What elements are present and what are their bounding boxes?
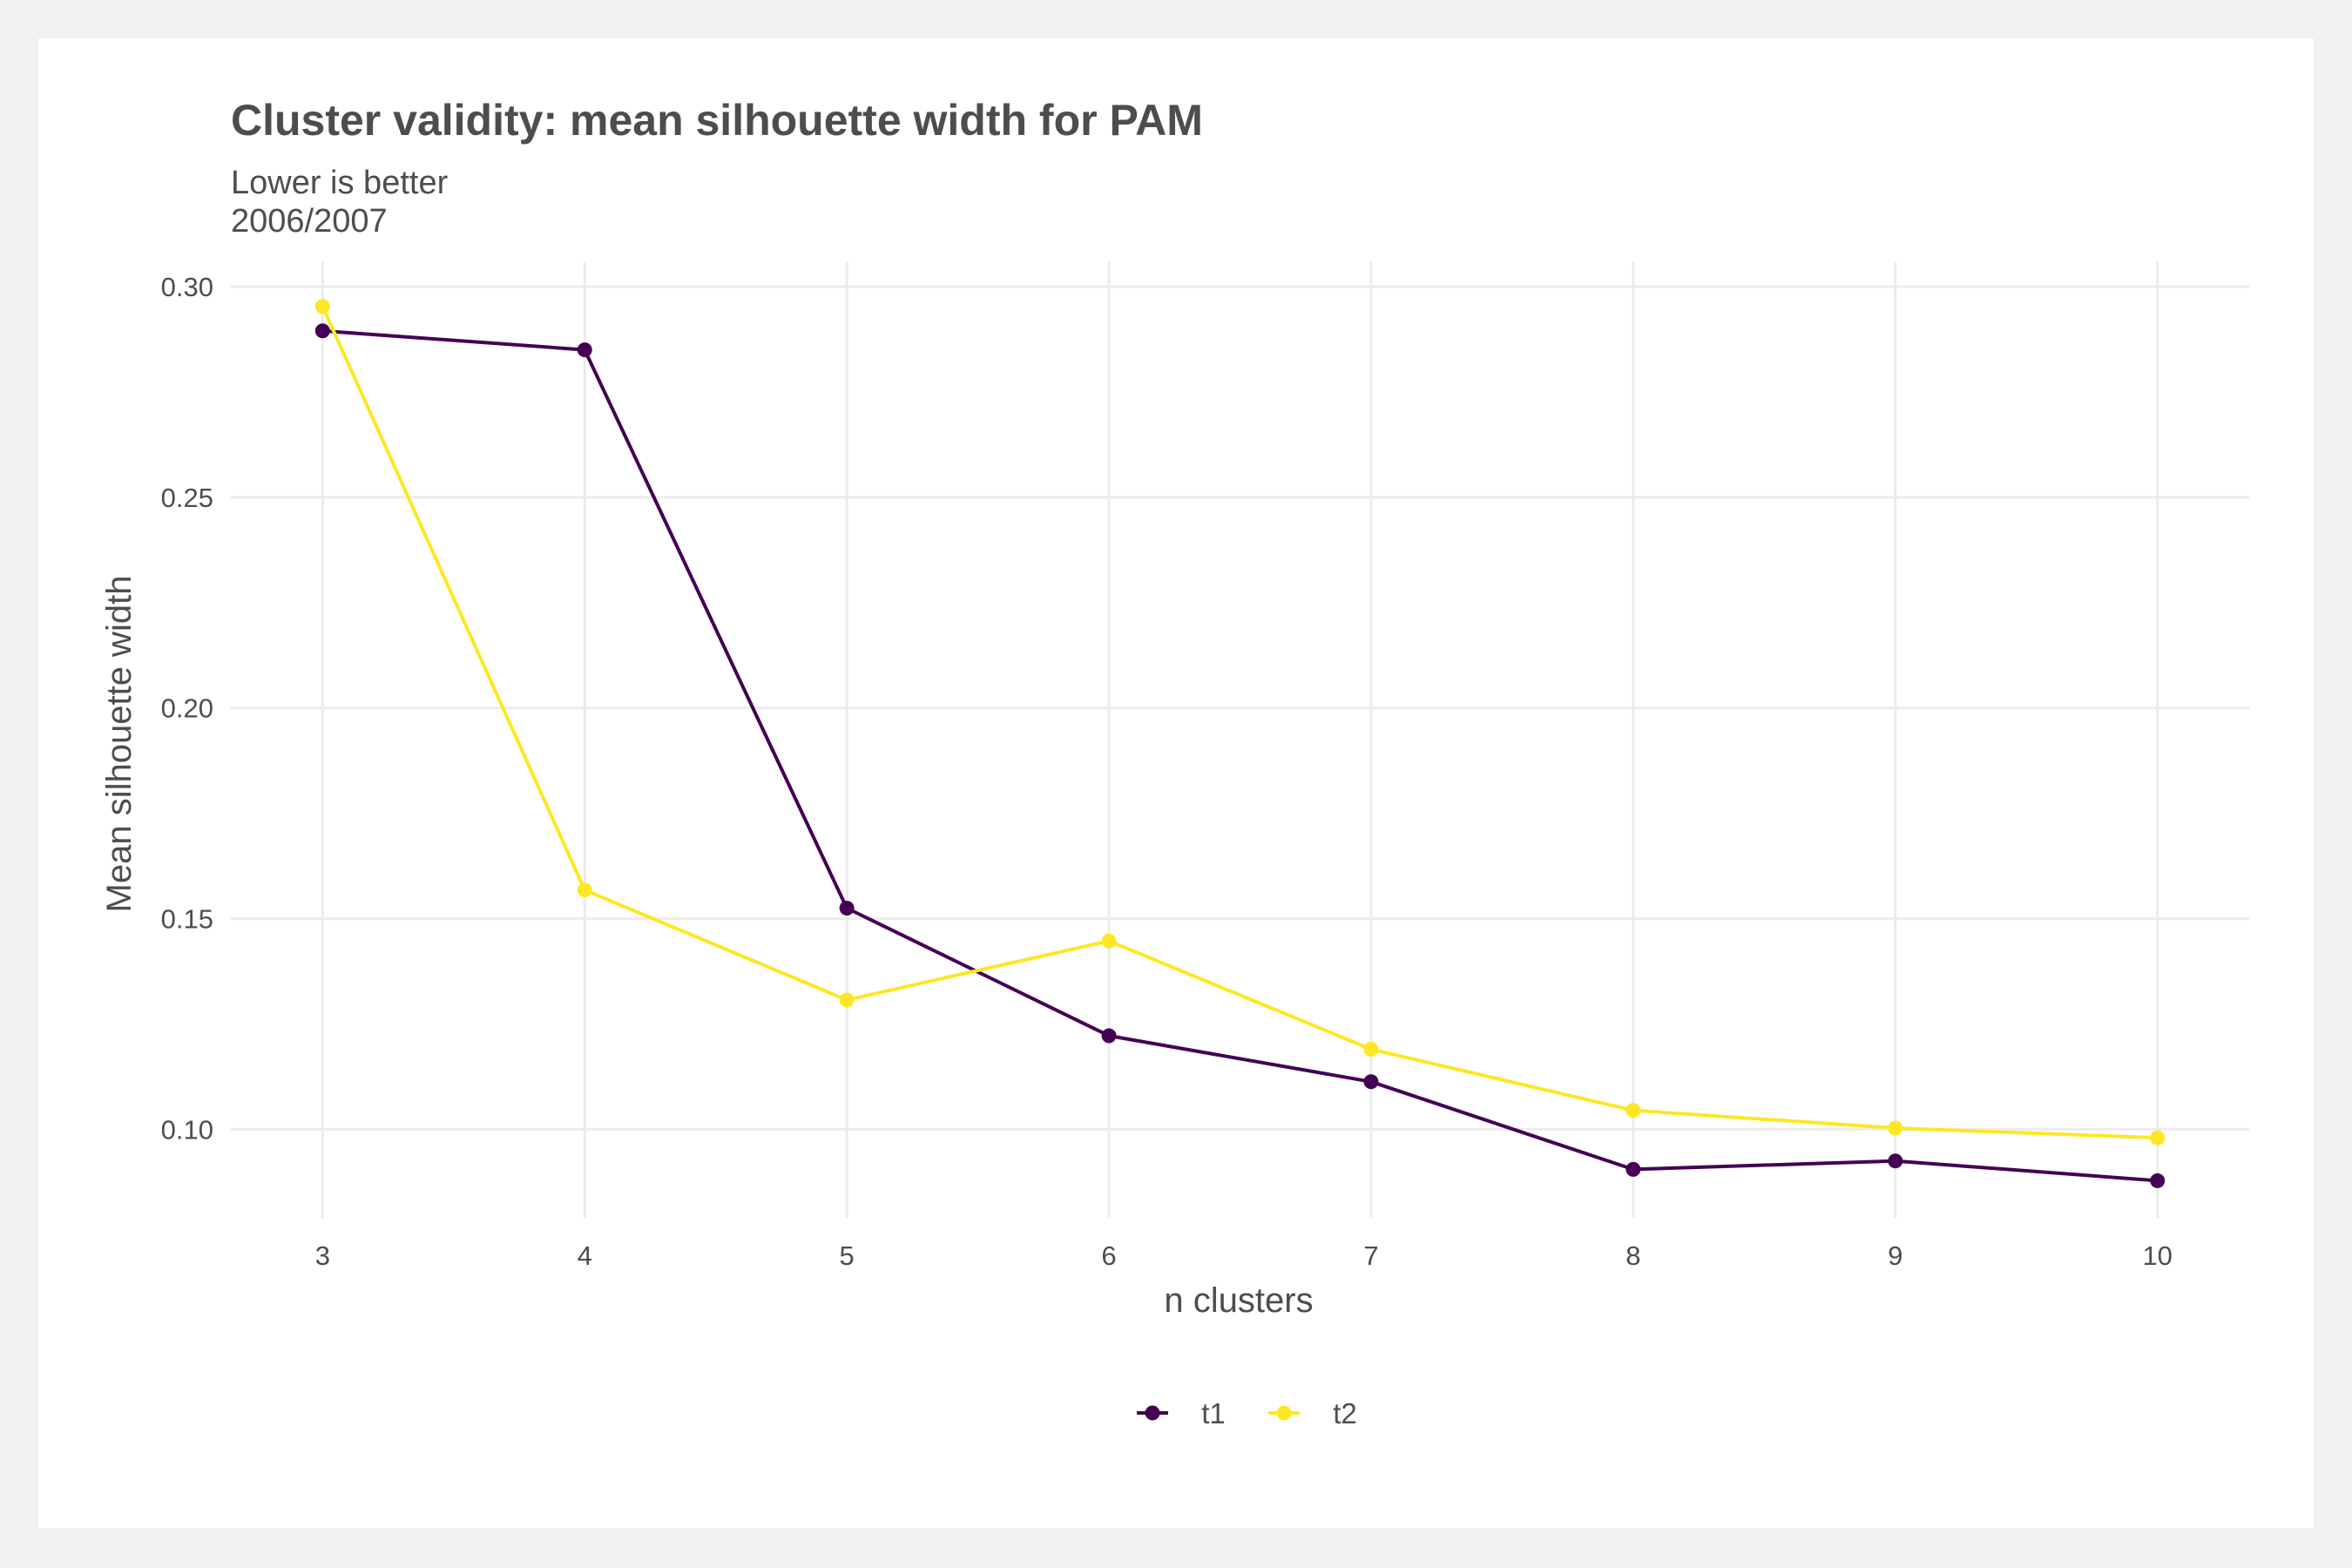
y-axis-title: Mean silhouette width [100, 576, 139, 913]
x-tick-label: 7 [1363, 1240, 1378, 1271]
x-tick-label: 6 [1101, 1240, 1116, 1271]
data-point-t2 [577, 882, 592, 898]
data-point-t1 [1363, 1074, 1379, 1090]
x-tick-label: 10 [2142, 1240, 2172, 1271]
legend-label: t2 [1333, 1397, 1357, 1429]
y-tick-label: 0.20 [161, 693, 213, 724]
x-tick-label: 8 [1625, 1240, 1640, 1271]
data-point-t2 [839, 992, 855, 1008]
x-tick-label: 9 [1888, 1240, 1903, 1271]
x-tick-label: 3 [315, 1240, 330, 1271]
data-point-t1 [2150, 1173, 2166, 1188]
series-t1 [314, 323, 2166, 1188]
data-point-t2 [314, 299, 330, 314]
series [314, 299, 2166, 1188]
y-tick-label: 0.25 [161, 483, 213, 513]
data-point-t2 [1101, 933, 1117, 949]
legend-item-t2: t2 [1268, 1397, 1357, 1429]
x-tick-label: 4 [578, 1240, 592, 1271]
y-tick-label: 0.30 [161, 272, 213, 302]
data-point-t2 [1363, 1042, 1379, 1058]
legend-label: t1 [1201, 1397, 1226, 1429]
chart-title: Cluster validity: mean silhouette width … [231, 96, 1203, 145]
data-point-t1 [1625, 1161, 1641, 1177]
y-tick-label: 0.10 [161, 1114, 213, 1145]
series-t2 [314, 299, 2166, 1146]
data-point-t1 [1101, 1028, 1117, 1044]
x-tick-label: 5 [840, 1240, 855, 1271]
data-point-t2 [1625, 1103, 1641, 1119]
data-point-t1 [839, 900, 855, 916]
x-axis-title: n clusters [1164, 1281, 1313, 1320]
series-line-t1 [322, 328, 2158, 1183]
legend-key-point [1145, 1405, 1160, 1421]
series-line-t2 [321, 305, 2158, 1140]
legend-item-t1: t1 [1137, 1397, 1226, 1429]
data-point-t1 [314, 323, 330, 339]
x-axis-ticks: 3 4 5 6 7 8 9 10 [315, 1240, 2173, 1271]
data-point-t2 [1888, 1120, 1903, 1136]
y-axis-ticks: 0.10 0.15 0.20 0.25 0.30 [161, 272, 213, 1145]
legend: t1 t2 [1137, 1397, 1357, 1429]
y-tick-label: 0.15 [161, 904, 213, 935]
chart-subtitle-period: 2006/2007 [231, 203, 388, 240]
legend-key-point [1276, 1405, 1292, 1421]
data-point-t2 [2150, 1130, 2166, 1146]
data-point-t1 [577, 342, 592, 358]
chart-subtitle: Lower is better [231, 165, 449, 201]
data-point-t1 [1888, 1153, 1903, 1169]
grid [231, 261, 2249, 1218]
